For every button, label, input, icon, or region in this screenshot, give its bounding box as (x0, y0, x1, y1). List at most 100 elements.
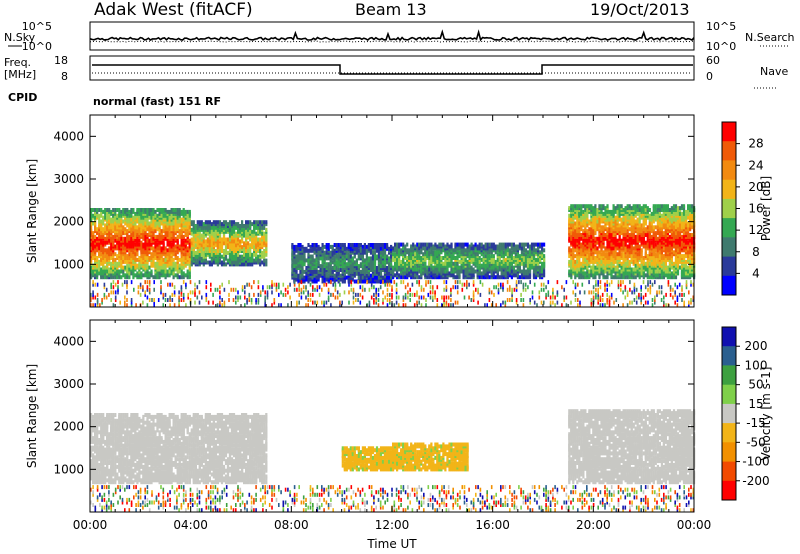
range-cell (182, 256, 185, 260)
range-cell (580, 242, 583, 247)
range-cell (142, 248, 145, 253)
range-cell (112, 223, 115, 228)
range-cell (518, 261, 521, 266)
range-cell (235, 231, 238, 236)
range-cell (351, 256, 354, 261)
range-cell (184, 221, 187, 226)
range-cell (357, 264, 360, 269)
range-cell (590, 259, 593, 264)
range-cell (140, 208, 143, 212)
range-cell (106, 261, 109, 266)
range-cell (224, 249, 228, 253)
range-cell (612, 211, 615, 216)
range-cell (618, 217, 621, 222)
range-cell (142, 273, 145, 278)
range-cell (152, 257, 155, 262)
range-cell (96, 227, 99, 232)
range-cell (638, 208, 641, 212)
range-cell (261, 225, 264, 230)
range-cell (574, 248, 577, 253)
range-cell (359, 279, 362, 284)
range-cell (422, 252, 425, 257)
range-cell (120, 223, 123, 228)
range-cell (112, 240, 115, 245)
range-cell (386, 243, 389, 247)
range-cell (186, 256, 189, 260)
range-cell (518, 242, 521, 247)
range-cell (426, 242, 429, 247)
range-cell (634, 208, 637, 212)
range-cell (158, 211, 161, 216)
range-cell (363, 264, 366, 269)
range-cell (216, 220, 219, 225)
range-cell (243, 241, 246, 246)
range-cell (506, 252, 509, 257)
range-cell (172, 246, 175, 251)
range-cell (309, 254, 312, 259)
range-cell (636, 231, 639, 236)
range-cell (576, 238, 579, 243)
range-cell (118, 217, 121, 222)
nsearch-tick-top: 10^5 (706, 20, 736, 33)
range-cell (190, 227, 193, 232)
range-cell (626, 259, 629, 264)
range-cell (110, 261, 113, 266)
range-cell (297, 258, 300, 263)
range-cell (373, 266, 377, 270)
range-cell (200, 252, 203, 257)
range-cell (124, 227, 127, 232)
range-cell (172, 227, 175, 232)
range-cell (319, 268, 322, 272)
range-cell (642, 204, 645, 209)
range-cell (222, 256, 226, 261)
range-cell (164, 208, 167, 212)
range-cell (174, 236, 177, 241)
range-cell (375, 243, 379, 247)
range-cell (388, 256, 391, 261)
range-cell (386, 266, 389, 270)
range-cell (253, 258, 256, 263)
range-cell (112, 265, 115, 270)
range-cell (166, 248, 169, 253)
range-cell (616, 215, 619, 220)
range-cell (614, 271, 617, 276)
range-cell (96, 269, 99, 274)
range-cell (150, 269, 153, 274)
range-cell (574, 225, 577, 230)
range-cell (638, 244, 641, 249)
range-cell (642, 256, 645, 260)
range-cell (580, 248, 583, 253)
range-cell (596, 219, 599, 224)
range-cell (164, 225, 167, 230)
range-cell (640, 227, 643, 232)
range-cell (96, 208, 99, 212)
range-cell (90, 246, 93, 251)
range-cell (96, 236, 99, 241)
range-cell (170, 215, 173, 220)
range-cell (412, 256, 415, 260)
range-cell (146, 208, 149, 212)
range-cell (241, 245, 244, 250)
range-cell (148, 256, 151, 260)
range-cell (359, 243, 362, 247)
range-cell (259, 249, 262, 253)
range-cell (255, 235, 258, 240)
range-cell (108, 208, 111, 212)
range-cell (394, 261, 397, 266)
range-cell (144, 227, 147, 232)
range-cell (319, 246, 322, 251)
range-cell (418, 269, 421, 274)
range-cell (568, 269, 571, 274)
range-cell (512, 242, 515, 247)
range-cell (130, 252, 133, 257)
range-cell (622, 256, 625, 260)
range-cell (512, 259, 515, 264)
range-cell (543, 269, 546, 274)
range-cell (92, 256, 95, 260)
range-cell (502, 246, 505, 251)
range-cell (116, 208, 119, 212)
range-cell (576, 250, 579, 255)
range-cell (472, 257, 475, 262)
range-cell (146, 248, 149, 253)
range-cell (424, 242, 427, 247)
